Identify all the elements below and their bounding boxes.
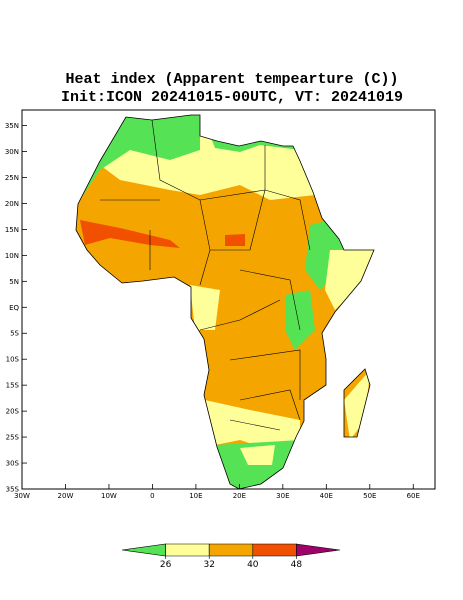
colorbar-segment [165, 543, 210, 557]
country-borders [100, 119, 311, 431]
colorbar-tick-label: 40 [247, 560, 259, 570]
field-yellow-south [205, 400, 300, 450]
field-red-chad [225, 234, 245, 246]
colorbar-tick-label: 32 [203, 560, 214, 570]
x-tick-label: 0 [150, 492, 154, 500]
colorbar-tick-label: 48 [291, 560, 303, 570]
x-tick-label: 20W [58, 492, 74, 500]
field-red-sahel [80, 220, 180, 248]
y-tick-label: 35S [6, 486, 20, 494]
x-tick-label: 30E [276, 492, 289, 500]
y-tick-label: 30N [5, 148, 19, 156]
x-tick-label: 20E [233, 492, 246, 500]
x-tick-label: 30W [14, 492, 30, 500]
colorbar-segment [208, 543, 254, 557]
y-tick-label: 5N [9, 278, 19, 286]
field-yellow-sa [240, 445, 275, 465]
y-tick-label: 10N [5, 252, 19, 260]
y-tick-label: EQ [9, 304, 19, 312]
y-tick-label: 15N [5, 226, 19, 234]
x-tick-label: 40E [320, 492, 333, 500]
y-tick-label: 5S [10, 330, 19, 338]
y-tick-label: 20N [5, 200, 19, 208]
y-tick-label: 25N [5, 174, 19, 182]
field-green-lakes [285, 290, 315, 350]
colorbar-segment [296, 543, 341, 557]
y-tick-label: 30S [6, 460, 20, 468]
colorbar-tick-label: 26 [160, 560, 172, 570]
colorbar-segment [252, 543, 297, 557]
y-tick-label: 25S [6, 434, 20, 442]
y-tick-label: 35N [5, 122, 19, 130]
y-tick-label: 20S [6, 408, 20, 416]
field-yellow-horn [325, 250, 374, 310]
field-yellow-madagascar [344, 370, 370, 440]
y-tick-label: 15S [6, 382, 20, 390]
field-yellow-gabon [190, 285, 220, 330]
x-tick-label: 60E [407, 492, 420, 500]
x-tick-label: 10E [189, 492, 202, 500]
map-subtitle: Init:ICON 20241015-00UTC, VT: 20241019 [61, 89, 403, 106]
x-tick-label: 10W [101, 492, 117, 500]
map-frame [21, 109, 436, 490]
coastline [75, 114, 375, 490]
x-tick-label: 50E [363, 492, 376, 500]
y-tick-label: 10S [6, 356, 20, 364]
map-title: Heat index (Apparent tempearture (C)) [65, 71, 398, 88]
colorbar-segment [121, 543, 166, 557]
